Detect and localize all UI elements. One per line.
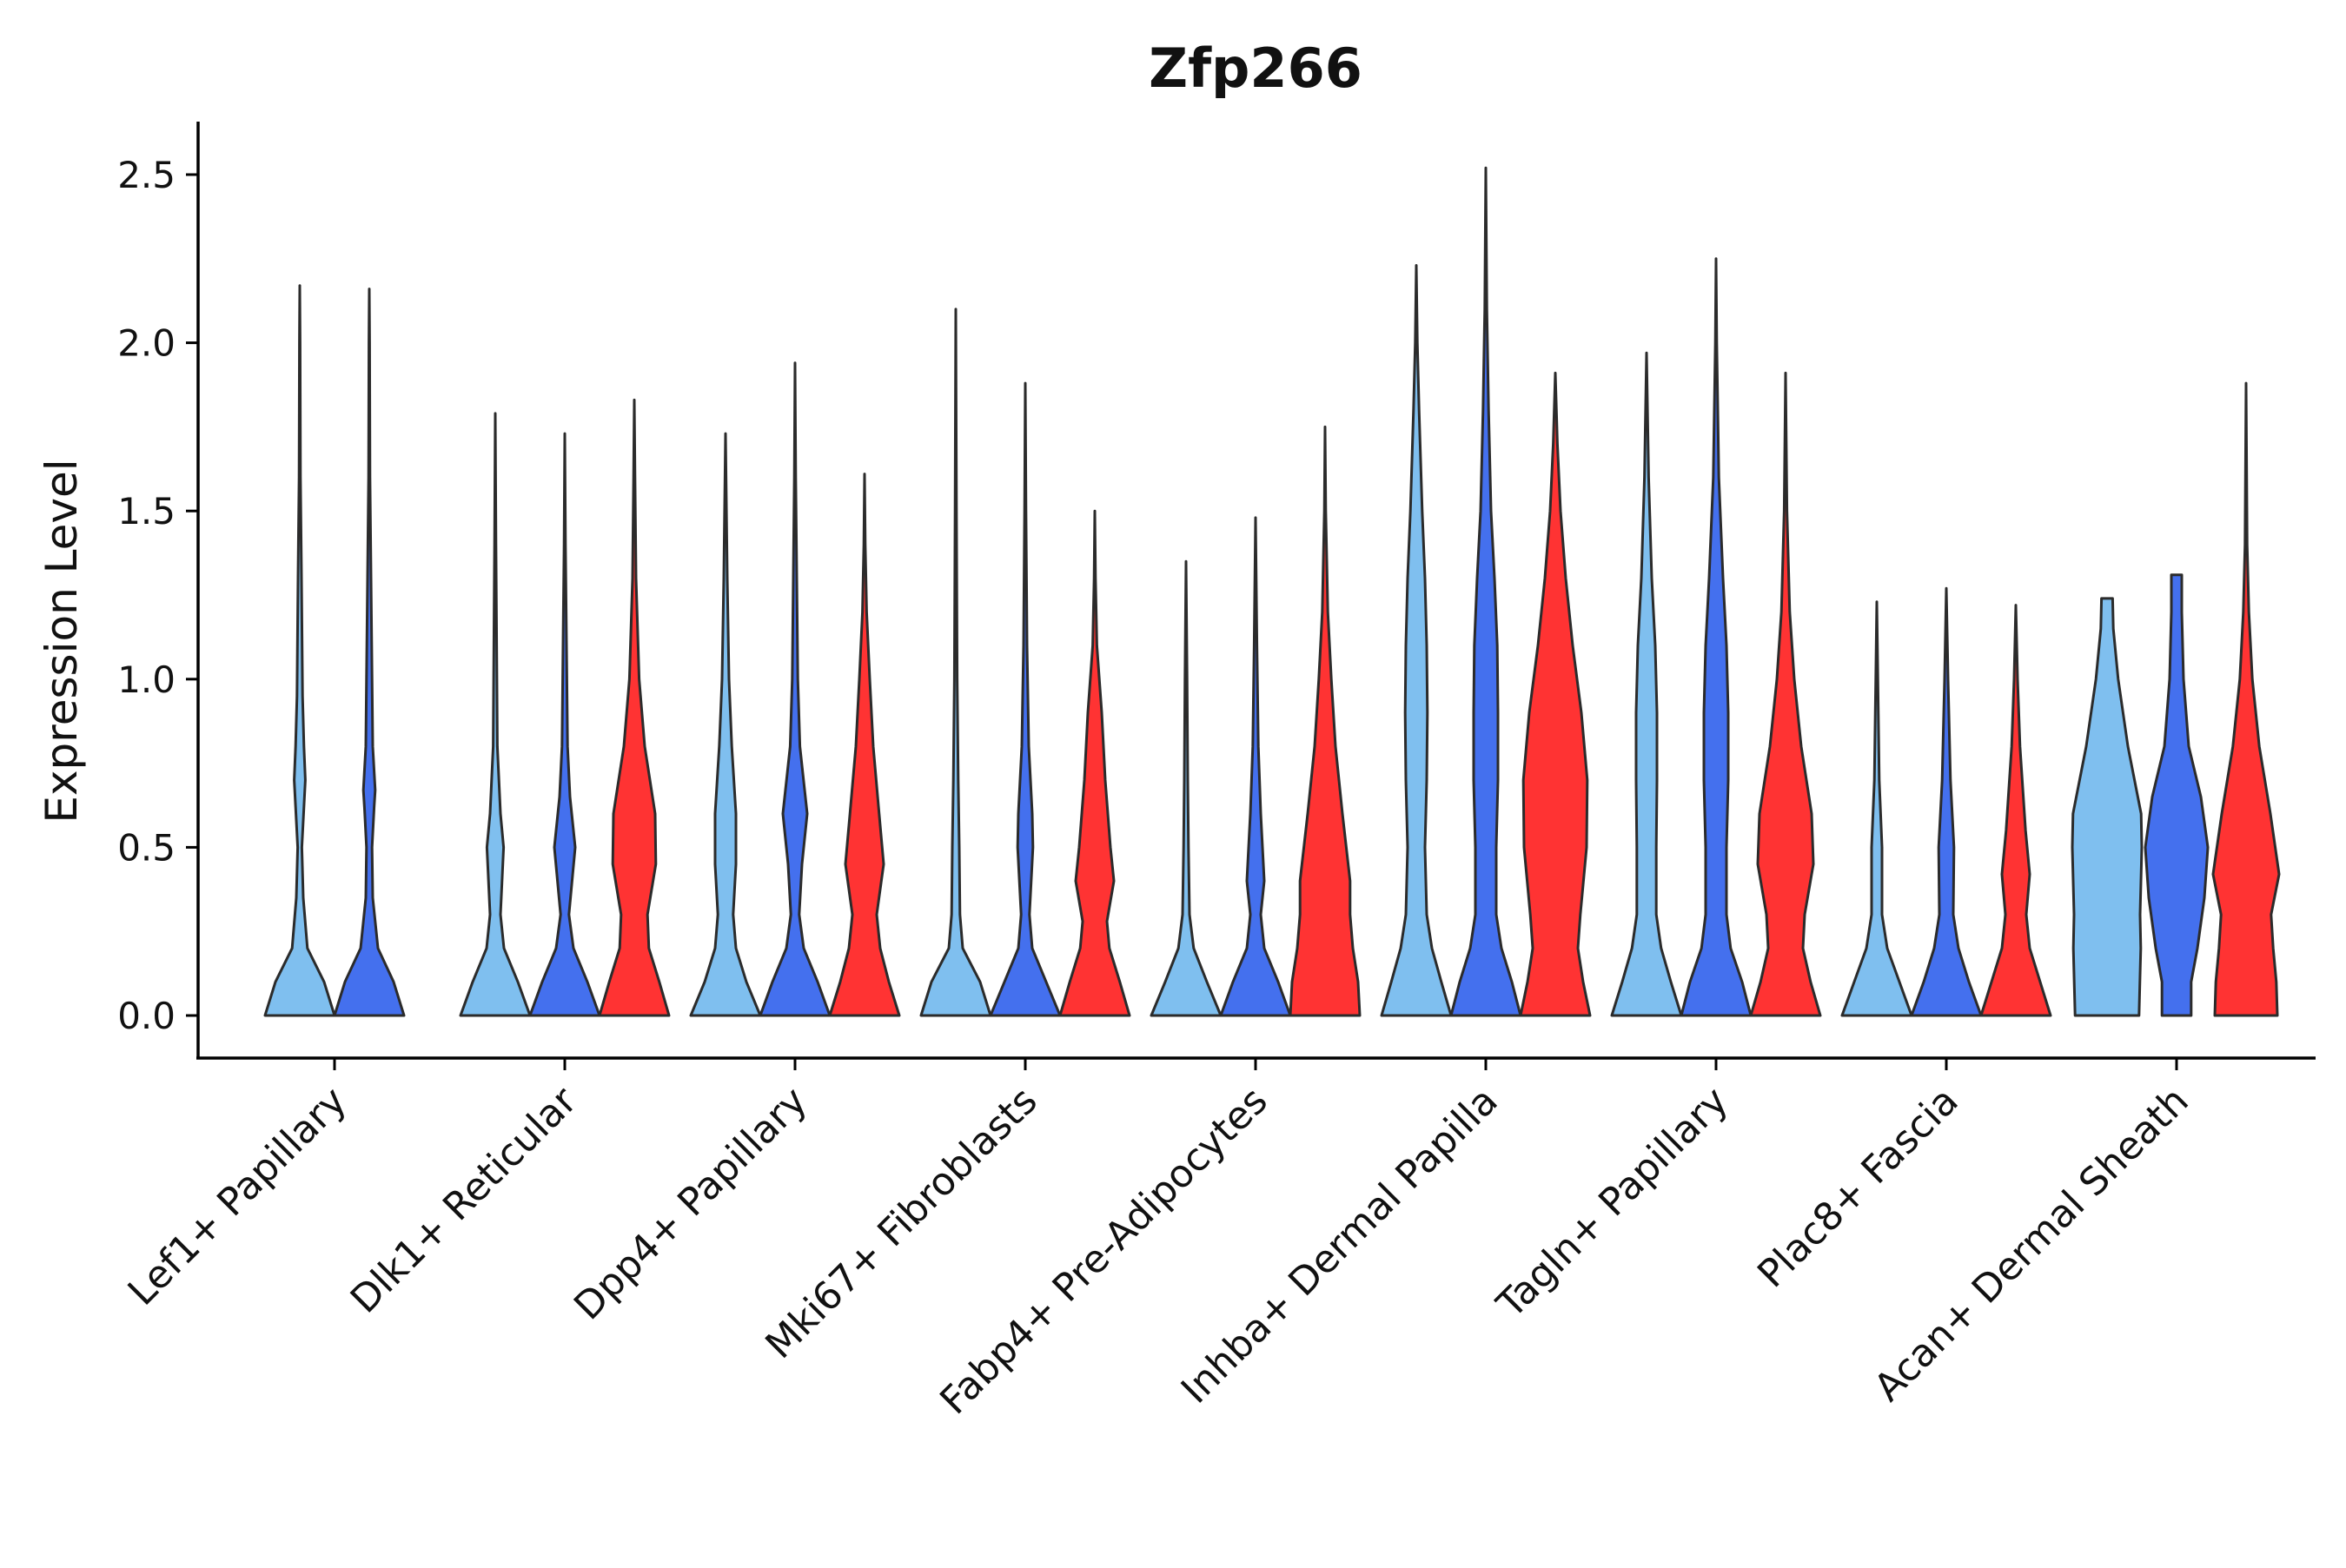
violin-lef1-papillary-series-1 xyxy=(333,288,406,1017)
y-axis: 0.0 0.5 1.0 1.5 2.0 2.5 xyxy=(117,122,200,1058)
violin-dpp4-papillary-series-2 xyxy=(828,473,901,1017)
violin-mki67-fibroblasts-series-1 xyxy=(989,381,1062,1017)
violin-tagln-papillary-series-2 xyxy=(1749,371,1822,1017)
y-tick-label: 1.5 xyxy=(117,490,176,533)
violin-fabp4-pre-adipocytes-series-0 xyxy=(1150,559,1223,1017)
violin-plac8-fascia-series-0 xyxy=(1840,600,1913,1017)
violin-mki67-fibroblasts-series-2 xyxy=(1058,509,1131,1017)
violin-plac8-fascia-series-2 xyxy=(1979,604,2052,1017)
violin-lef1-papillary-series-0 xyxy=(263,284,336,1017)
y-tick-label: 1.0 xyxy=(117,658,176,701)
x-tick-label: Dpp4+ Papillary xyxy=(566,1079,816,1329)
y-axis-label: Expression Level xyxy=(36,459,87,823)
chart-title: Zfp266 xyxy=(1149,36,1362,100)
y-tick-label: 2.5 xyxy=(117,154,176,196)
violin-plac8-fascia-series-1 xyxy=(1910,586,1983,1017)
violin-tagln-papillary-series-0 xyxy=(1610,351,1683,1017)
violin-dpp4-papillary-series-1 xyxy=(759,361,832,1017)
violin-inhba-dermal-papilla-series-0 xyxy=(1380,264,1453,1017)
violin-dlk1-reticular-series-0 xyxy=(459,412,532,1017)
violin-dlk1-reticular-series-2 xyxy=(598,398,671,1017)
y-tick-label: 0.0 xyxy=(117,995,176,1037)
violin-inhba-dermal-papilla-series-1 xyxy=(1449,166,1522,1017)
x-tick-label: Dlk1+ Reticular xyxy=(342,1078,586,1322)
violin-fabp4-pre-adipocytes-series-2 xyxy=(1289,425,1362,1017)
violins-layer xyxy=(263,166,2281,1017)
violin-mki67-fibroblasts-series-0 xyxy=(919,308,992,1017)
x-tick-label: Plac8+ Fascia xyxy=(1749,1079,1967,1297)
violin-dpp4-papillary-series-0 xyxy=(689,432,762,1017)
violin-fabp4-pre-adipocytes-series-1 xyxy=(1219,516,1292,1017)
x-tick-label: Lef1+ Papillary xyxy=(120,1079,355,1314)
y-tick-label: 2.0 xyxy=(117,322,176,365)
violin-acan-dermal-sheath-series-2 xyxy=(2211,381,2281,1017)
y-tick-label: 0.5 xyxy=(117,826,176,869)
violin-dlk1-reticular-series-1 xyxy=(528,432,601,1017)
violin-acan-dermal-sheath-series-0 xyxy=(2071,597,2144,1017)
violin-inhba-dermal-papilla-series-2 xyxy=(1519,371,1592,1017)
x-tick-label: Tagln+ Papillary xyxy=(1488,1079,1737,1327)
violin-tagln-papillary-series-1 xyxy=(1680,257,1753,1017)
violin-acan-dermal-sheath-series-1 xyxy=(2144,573,2210,1017)
